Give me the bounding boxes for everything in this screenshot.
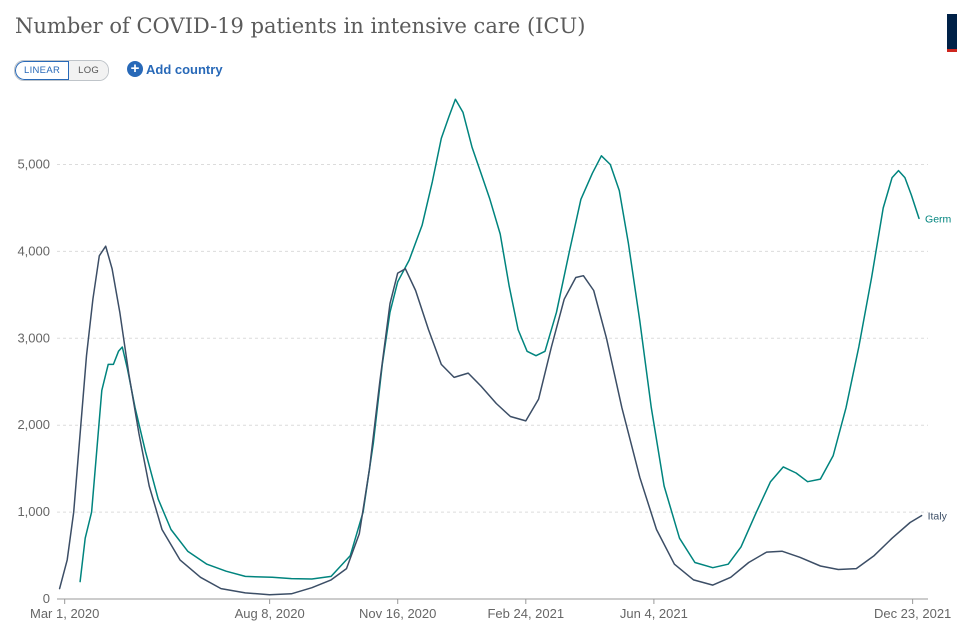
- series-label-germany: Germ: [925, 213, 952, 225]
- x-tick-label: Dec 23, 2021: [874, 606, 951, 621]
- y-tick-label: 2,000: [17, 417, 50, 432]
- add-country-button[interactable]: + Add country: [127, 61, 223, 77]
- y-tick-label: 3,000: [17, 330, 50, 345]
- y-tick-label: 1,000: [17, 504, 50, 519]
- series-line-germany: [79, 98, 920, 583]
- x-tick-label: Jun 4, 2021: [620, 606, 688, 621]
- plus-circle-icon: +: [127, 61, 143, 77]
- x-tick-label: Mar 1, 2020: [30, 606, 99, 621]
- x-tick-label: Feb 24, 2021: [487, 606, 564, 621]
- y-tick-label: 0: [43, 591, 50, 606]
- series-label-italy: Italy: [928, 511, 948, 523]
- series-line-italy: [58, 245, 923, 596]
- x-tick-label: Nov 16, 2020: [359, 606, 436, 621]
- log-scale-button[interactable]: LOG: [69, 61, 109, 80]
- scale-toggle: LINEAR LOG: [14, 60, 110, 81]
- add-country-label: Add country: [146, 61, 223, 77]
- y-tick-label: 4,000: [17, 243, 50, 258]
- owid-logo: [947, 14, 957, 52]
- x-tick-label: Aug 8, 2020: [235, 606, 305, 621]
- linear-scale-button[interactable]: LINEAR: [15, 61, 70, 80]
- y-tick-label: 5,000: [17, 157, 50, 172]
- chart-title: Number of COVID-19 patients in intensive…: [15, 14, 586, 38]
